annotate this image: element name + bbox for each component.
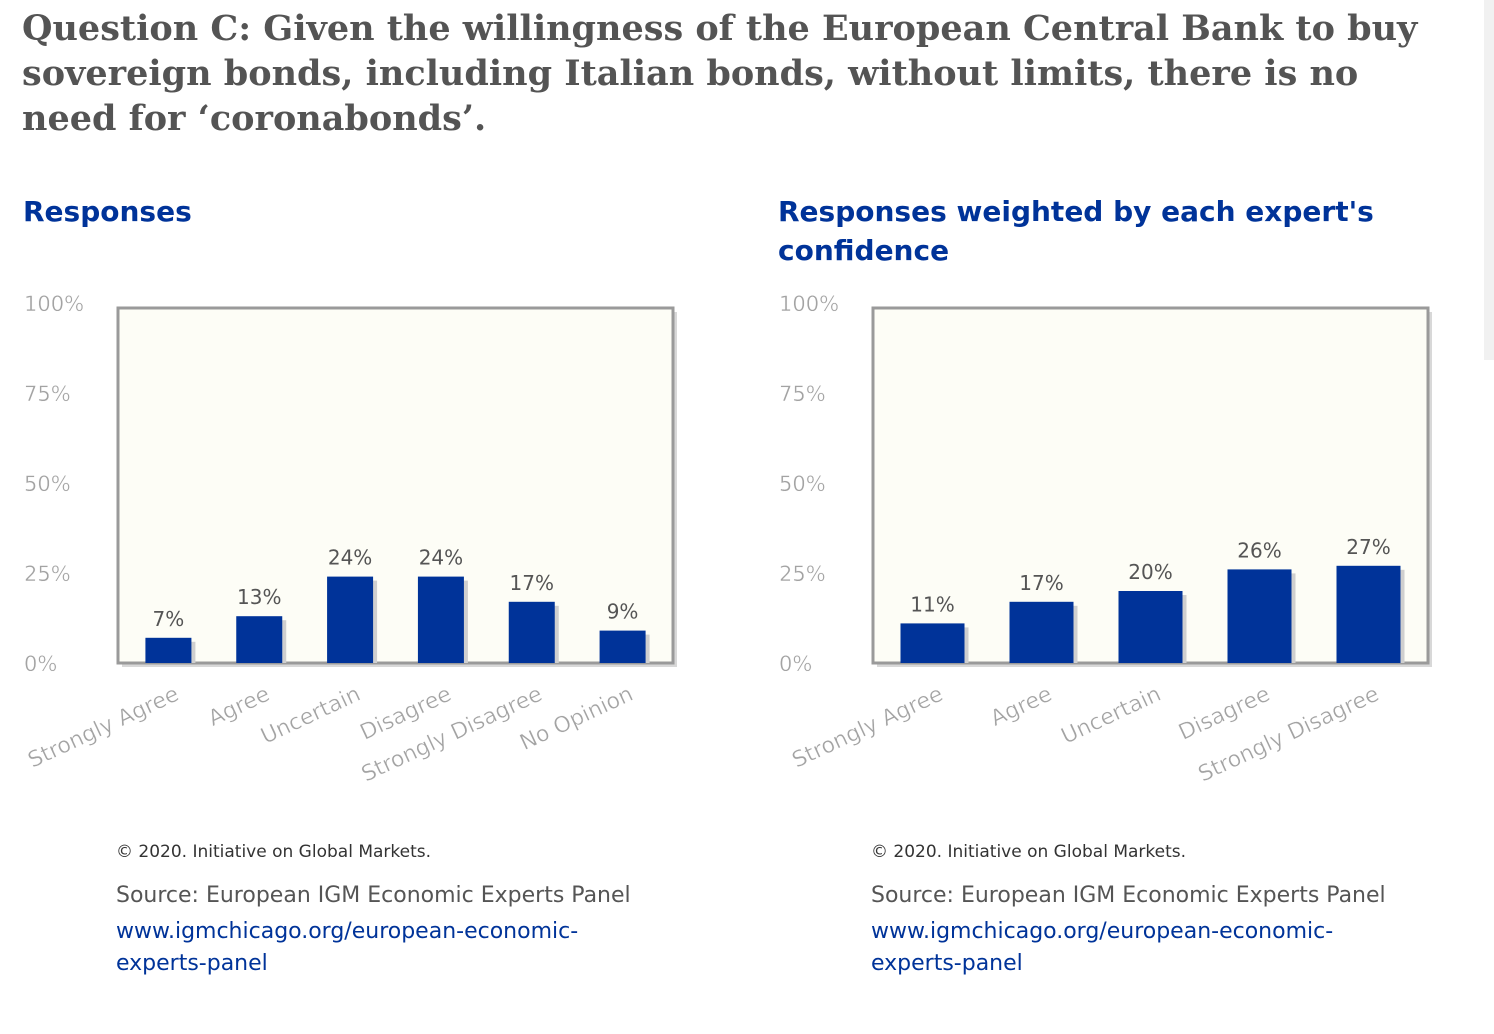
bar-value-label: 7% — [153, 607, 185, 631]
source-link[interactable]: www.igmchicago.org/european-economic- ex… — [871, 916, 1431, 980]
bar-strongly-agree — [900, 623, 965, 663]
bar-agree — [236, 616, 283, 663]
bar-value-label: 17% — [1019, 571, 1063, 595]
x-category-label: Uncertain — [257, 682, 364, 750]
bar-agree — [1009, 601, 1074, 663]
weighted-responses-bar-chart: 0% 25% 50% 75% 100% 11% Strongly Agree 17% Agree… — [779, 292, 1432, 788]
bar-strongly-disagree — [1336, 565, 1401, 663]
bar-value-label: 17% — [510, 571, 554, 595]
responses-bar-chart: 0%25%50%75%100%7%Strongly Agree13%Agree2… — [24, 292, 677, 788]
responses-panel: Responses 0% 25% 50% 75% 100% 7% Strongly Agre… — [0, 0, 740, 1034]
bar-strongly-disagree — [508, 601, 555, 663]
bar-value-label: 13% — [237, 585, 281, 609]
source-link-line1[interactable]: www.igmchicago.org/european-economic- — [116, 919, 579, 944]
y-tick-label: 25% — [779, 562, 826, 586]
question-heading: Question C: Given the willingness of the… — [22, 8, 1418, 139]
source-link-line2[interactable]: experts-panel — [871, 951, 1023, 976]
bar-value-label: 9% — [607, 600, 639, 624]
bar-value-label: 20% — [1128, 560, 1172, 584]
y-tick-label: 100% — [779, 292, 839, 316]
y-tick-label: 50% — [24, 472, 71, 496]
x-category-label: Strongly Agree — [24, 682, 183, 774]
weighted-responses-panel: Responses weighted by each expert's conf… — [755, 0, 1494, 1034]
bar-value-label: 26% — [1237, 538, 1281, 562]
source-text: Source: European IGM Economic Experts Pa… — [116, 883, 631, 908]
bar-uncertain — [327, 576, 374, 663]
source-link-line2[interactable]: experts-panel — [116, 951, 268, 976]
copyright-note: © 2020. Initiative on Global Markets. — [871, 842, 1187, 862]
bar-strongly-agree — [145, 637, 192, 663]
y-tick-label: 75% — [779, 382, 826, 406]
y-tick-label: 0% — [779, 652, 812, 676]
source-text: Source: European IGM Economic Experts Pa… — [871, 883, 1386, 908]
bar-value-label: 27% — [1346, 535, 1390, 559]
scrollbar-track[interactable] — [1484, 0, 1494, 360]
bar-disagree — [417, 576, 464, 663]
panel-title: Responses weighted by each expert's conf… — [778, 195, 1374, 267]
bar-value-label: 24% — [328, 546, 372, 570]
copyright-note: © 2020. Initiative on Global Markets. — [116, 842, 432, 862]
source-link[interactable]: www.igmchicago.org/european-economic- ex… — [116, 916, 676, 980]
y-tick-label: 75% — [24, 382, 71, 406]
x-category-label: Uncertain — [1058, 682, 1165, 750]
bar-disagree — [1227, 569, 1292, 663]
y-tick-label: 25% — [24, 562, 71, 586]
plot-area — [116, 306, 675, 665]
y-tick-label: 50% — [779, 472, 826, 496]
source-link-line1[interactable]: www.igmchicago.org/european-economic- — [871, 919, 1334, 944]
x-category-label: Agree — [987, 682, 1056, 732]
x-category-label: Strongly Agree — [788, 682, 947, 774]
bar-no-opinion — [599, 630, 646, 663]
panel-title: Responses — [23, 195, 192, 228]
bar-value-label: 24% — [419, 546, 463, 570]
x-category-label: Strongly Disagree — [1195, 682, 1383, 788]
y-tick-label: 0% — [24, 652, 57, 676]
y-tick-label: 100% — [24, 292, 84, 316]
bar-uncertain — [1118, 591, 1183, 663]
bar-value-label: 11% — [910, 592, 954, 616]
